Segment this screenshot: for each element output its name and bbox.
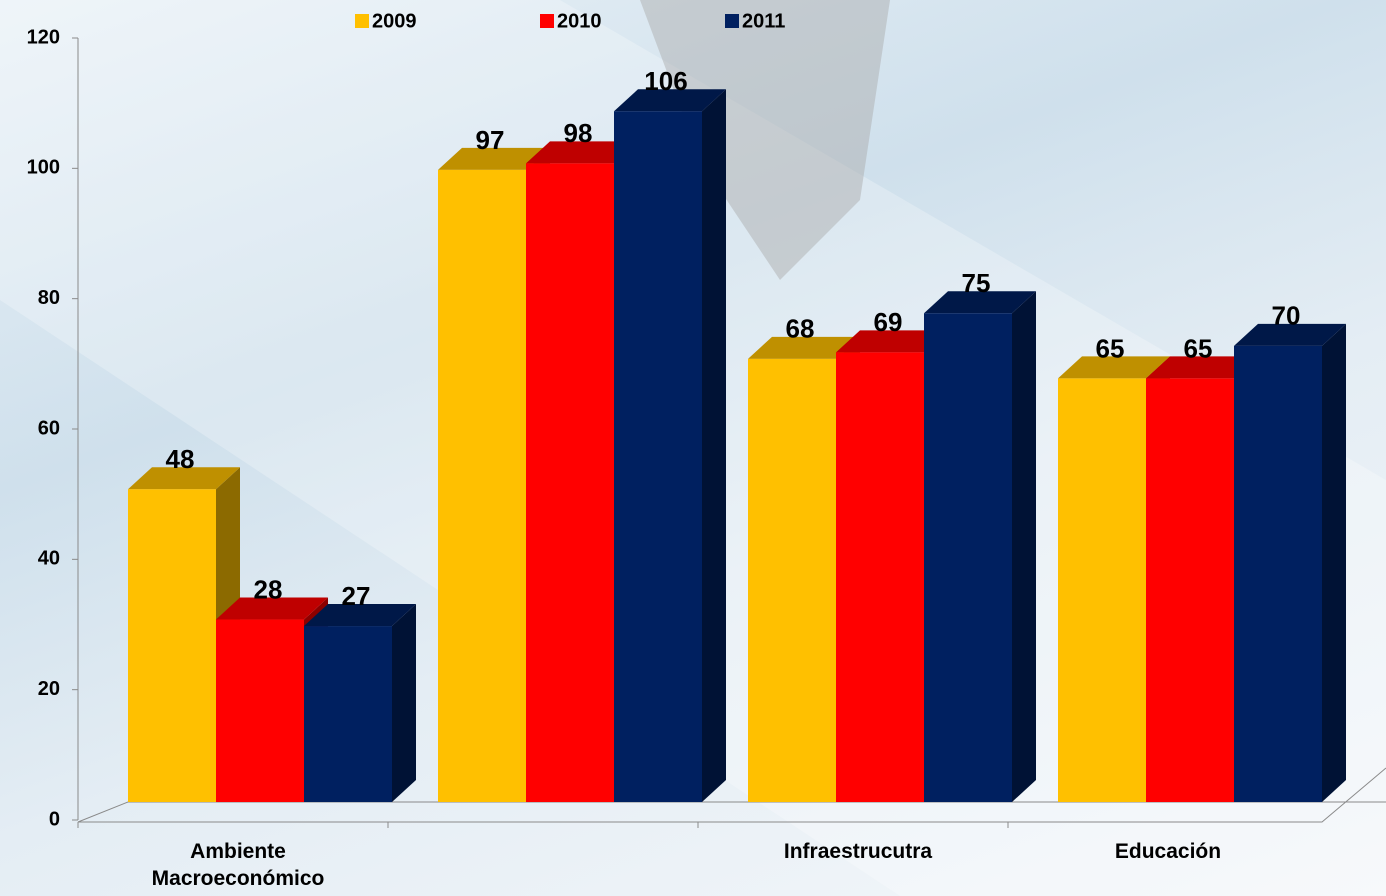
x-tick-label: Educación (1038, 838, 1298, 865)
chart-svg: 0 20 40 60 80 100 120 48 28 27 97 98 106 68 69 75 65 65 70… (0, 0, 1386, 896)
bar (438, 170, 526, 802)
data-label: 98 (564, 118, 593, 148)
y-tick-label: 100 (27, 157, 60, 179)
y-tick-label: 60 (38, 417, 60, 439)
y-tick-label: 120 (27, 26, 60, 48)
bar (128, 489, 216, 802)
bar-side (1322, 324, 1346, 802)
data-label: 68 (786, 314, 815, 344)
bar (1234, 346, 1322, 802)
legend-label: 2009 (372, 10, 417, 32)
data-label: 97 (476, 125, 505, 155)
y-tick-label: 80 (38, 287, 60, 309)
data-label: 27 (342, 581, 371, 611)
data-label: 106 (644, 66, 687, 96)
bar (614, 111, 702, 802)
data-label: 69 (874, 307, 903, 337)
bar (836, 352, 924, 802)
legend-swatch (725, 14, 739, 28)
bar (216, 620, 304, 802)
legend-swatch (540, 14, 554, 28)
data-label: 28 (254, 574, 283, 604)
y-tick-label: 40 (38, 548, 60, 570)
legend-label: 2010 (557, 10, 602, 32)
data-label: 65 (1096, 333, 1125, 363)
bar-side (702, 89, 726, 802)
data-label: 48 (166, 444, 195, 474)
x-tick-label: Ambiente Macroeconómico (108, 838, 368, 892)
bar (748, 359, 836, 802)
bar (1058, 378, 1146, 802)
bar-side (392, 604, 416, 802)
data-label: 70 (1272, 301, 1301, 331)
y-tick-label: 0 (49, 808, 60, 830)
chart: 0 20 40 60 80 100 120 48 28 27 97 98 106 68 69 75 65 65 70… (0, 0, 1386, 896)
bar (304, 626, 392, 802)
data-label: 65 (1184, 333, 1213, 363)
data-label: 75 (962, 268, 991, 298)
legend-swatch (355, 14, 369, 28)
bar (924, 313, 1012, 802)
y-tick-label: 20 (38, 678, 60, 700)
bar (1146, 378, 1234, 802)
x-tick-label: Infraestrucutra (728, 838, 988, 865)
bar (526, 163, 614, 802)
legend-label: 2011 (742, 10, 785, 32)
bar-side (1012, 291, 1036, 802)
